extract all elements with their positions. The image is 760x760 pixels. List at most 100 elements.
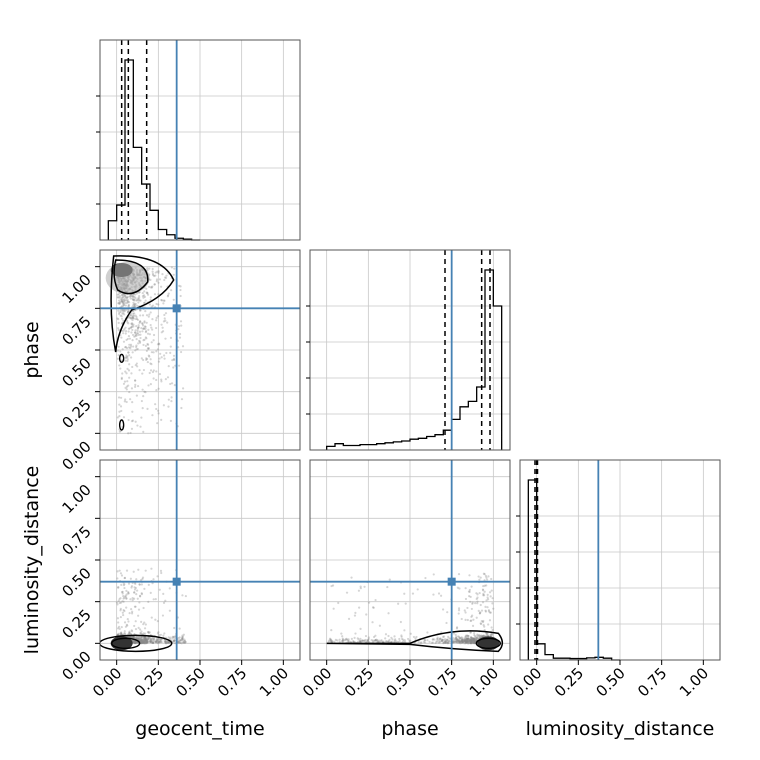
- sample-point: [160, 640, 163, 644]
- sample-point: [138, 583, 141, 586]
- sample-point: [177, 637, 180, 640]
- sample-point: [179, 641, 182, 644]
- sample-point: [130, 294, 133, 297]
- sample-point: [157, 640, 160, 643]
- sample-point: [344, 638, 347, 641]
- sample-point: [146, 639, 149, 642]
- sample-point: [172, 273, 175, 276]
- sample-point: [160, 418, 163, 421]
- sample-point: [160, 323, 163, 326]
- sample-point: [482, 635, 485, 638]
- sample-point: [117, 299, 121, 302]
- sample-point: [470, 615, 473, 618]
- sample-point: [138, 637, 141, 641]
- sample-point: [127, 310, 130, 313]
- sample-point: [143, 325, 147, 328]
- sample-point: [150, 641, 153, 644]
- sample-point: [163, 638, 166, 642]
- sample-point: [148, 371, 151, 375]
- sample-point: [128, 354, 131, 357]
- sample-point: [455, 627, 459, 630]
- tick-label-y-phase-1: 0.25: [58, 396, 94, 432]
- sample-point: [463, 639, 466, 642]
- sample-point: [458, 637, 462, 640]
- sample-point: [338, 638, 341, 641]
- sample-point: [155, 280, 158, 283]
- sample-point: [123, 310, 126, 313]
- sample-point: [121, 302, 124, 305]
- sample-point: [478, 633, 481, 637]
- samples-geocent_time-vs-luminosity_distance: [100, 567, 187, 653]
- sample-point: [364, 634, 368, 638]
- sample-point: [116, 633, 119, 636]
- sample-point: [382, 640, 385, 643]
- sample-point: [460, 638, 463, 641]
- sample-point: [145, 638, 148, 642]
- sample-point: [136, 637, 139, 640]
- sample-point: [139, 637, 142, 640]
- sample-point: [426, 639, 429, 642]
- sample-point: [464, 587, 467, 590]
- sample-point: [134, 385, 137, 388]
- sample-point: [165, 274, 168, 277]
- sample-point: [122, 382, 126, 385]
- sample-point: [130, 632, 133, 636]
- sample-point: [471, 637, 474, 640]
- sample-point: [149, 311, 152, 314]
- sample-point: [485, 578, 489, 581]
- sample-point: [163, 276, 167, 279]
- sample-point: [133, 305, 137, 308]
- sample-point: [134, 383, 137, 386]
- sample-point: [120, 336, 123, 339]
- sample-point: [457, 639, 460, 643]
- sample-point: [393, 639, 397, 642]
- tick-label-y-phase-4: 1.00: [58, 271, 94, 307]
- sample-point: [395, 640, 398, 643]
- sample-point: [463, 639, 467, 643]
- sample-point: [126, 355, 129, 358]
- sample-point: [117, 302, 121, 305]
- sample-point: [470, 639, 473, 642]
- sample-point: [152, 578, 155, 581]
- sample-point: [490, 577, 493, 581]
- sample-point: [138, 341, 142, 344]
- sample-point: [134, 314, 137, 317]
- sample-point: [402, 638, 405, 641]
- sample-point: [137, 326, 140, 329]
- sample-point: [387, 634, 390, 638]
- sample-point: [488, 611, 492, 614]
- sample-point: [472, 639, 475, 643]
- sample-point: [461, 640, 464, 643]
- sample-point: [424, 576, 427, 580]
- sample-point: [158, 640, 161, 644]
- sample-point: [132, 641, 135, 644]
- sample-point: [119, 631, 123, 634]
- sample-point: [132, 640, 135, 643]
- sample-point: [460, 636, 463, 639]
- sample-point: [459, 636, 462, 640]
- sample-point: [119, 367, 122, 370]
- sample-point: [139, 309, 142, 312]
- sample-point: [132, 301, 135, 304]
- sample-point: [138, 330, 142, 333]
- sample-point: [145, 321, 148, 324]
- sample-point: [134, 640, 137, 643]
- sample-point: [160, 380, 163, 383]
- contour-outer-phase-vs-luminosity_distance: [326, 630, 504, 653]
- sample-point: [130, 586, 133, 589]
- sample-point: [485, 576, 488, 579]
- sample-point: [134, 641, 137, 644]
- sample-point: [464, 640, 467, 643]
- sample-point: [465, 640, 468, 643]
- sample-point: [341, 639, 344, 642]
- sample-point: [360, 639, 364, 642]
- sample-point: [470, 639, 473, 642]
- sample-point: [140, 641, 143, 644]
- sample-point: [134, 329, 137, 332]
- sample-point: [157, 409, 160, 412]
- sample-point: [157, 271, 160, 274]
- sample-point: [169, 636, 172, 639]
- sample-point: [388, 578, 391, 581]
- sample-point: [409, 639, 412, 642]
- sample-point: [123, 586, 126, 590]
